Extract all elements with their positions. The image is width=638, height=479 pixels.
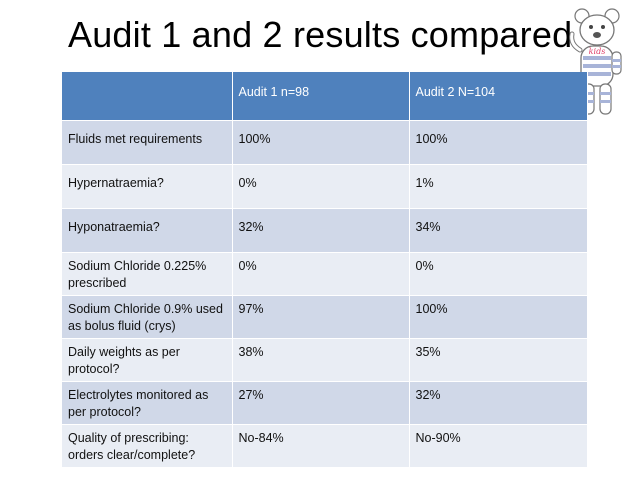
table-row: Daily weights as per protocol? 38% 35% [62, 338, 588, 382]
header-cell-audit-2: Audit 2 N=104 [409, 72, 588, 121]
audit-2-value: 1% [409, 164, 588, 209]
row-label: Daily weights as per protocol? [62, 338, 233, 382]
audit-2-value: 100% [409, 120, 588, 165]
audit-1-value: No-84% [232, 424, 410, 468]
audit-1-value: 32% [232, 208, 410, 253]
audit-1-value: 0% [232, 252, 410, 296]
table-row: Hyponatraemia? 32% 34% [62, 208, 588, 253]
audit-2-value: 35% [409, 338, 588, 382]
results-table: Audit 1 n=98 Audit 2 N=104 Fluids met re… [62, 72, 588, 468]
header-cell-label [62, 72, 233, 121]
row-label: Hypernatraemia? [62, 164, 233, 209]
audit-1-value: 38% [232, 338, 410, 382]
audit-1-value: 27% [232, 381, 410, 425]
teddy-bear-logo: kids [569, 8, 622, 115]
audit-2-value: 100% [409, 295, 588, 339]
row-label: Quality of prescribing: orders clear/com… [62, 424, 233, 468]
audit-1-value: 0% [232, 164, 410, 209]
audit-1-value: 97% [232, 295, 410, 339]
slide-title: Audit 1 and 2 results compared [68, 14, 573, 55]
row-label: Fluids met requirements [62, 120, 233, 165]
row-label: Sodium Chloride 0.225% prescribed [62, 252, 233, 296]
table-row: Sodium Chloride 0.9% used as bolus fluid… [62, 295, 588, 339]
logo-text: kids [589, 47, 606, 56]
row-label: Hyponatraemia? [62, 208, 233, 253]
table-header-row: Audit 1 n=98 Audit 2 N=104 [62, 72, 588, 121]
audit-2-value: 32% [409, 381, 588, 425]
row-label: Sodium Chloride 0.9% used as bolus fluid… [62, 295, 233, 339]
table-row: Fluids met requirements 100% 100% [62, 120, 588, 165]
row-label: Electrolytes monitored as per protocol? [62, 381, 233, 425]
audit-2-value: No-90% [409, 424, 588, 468]
audit-2-value: 0% [409, 252, 588, 296]
table-row: Hypernatraemia? 0% 1% [62, 164, 588, 209]
table-row: Electrolytes monitored as per protocol? … [62, 381, 588, 425]
header-cell-audit-1: Audit 1 n=98 [232, 72, 410, 121]
table-row: Quality of prescribing: orders clear/com… [62, 424, 588, 468]
table-row: Sodium Chloride 0.225% prescribed 0% 0% [62, 252, 588, 296]
audit-1-value: 100% [232, 120, 410, 165]
audit-2-value: 34% [409, 208, 588, 253]
